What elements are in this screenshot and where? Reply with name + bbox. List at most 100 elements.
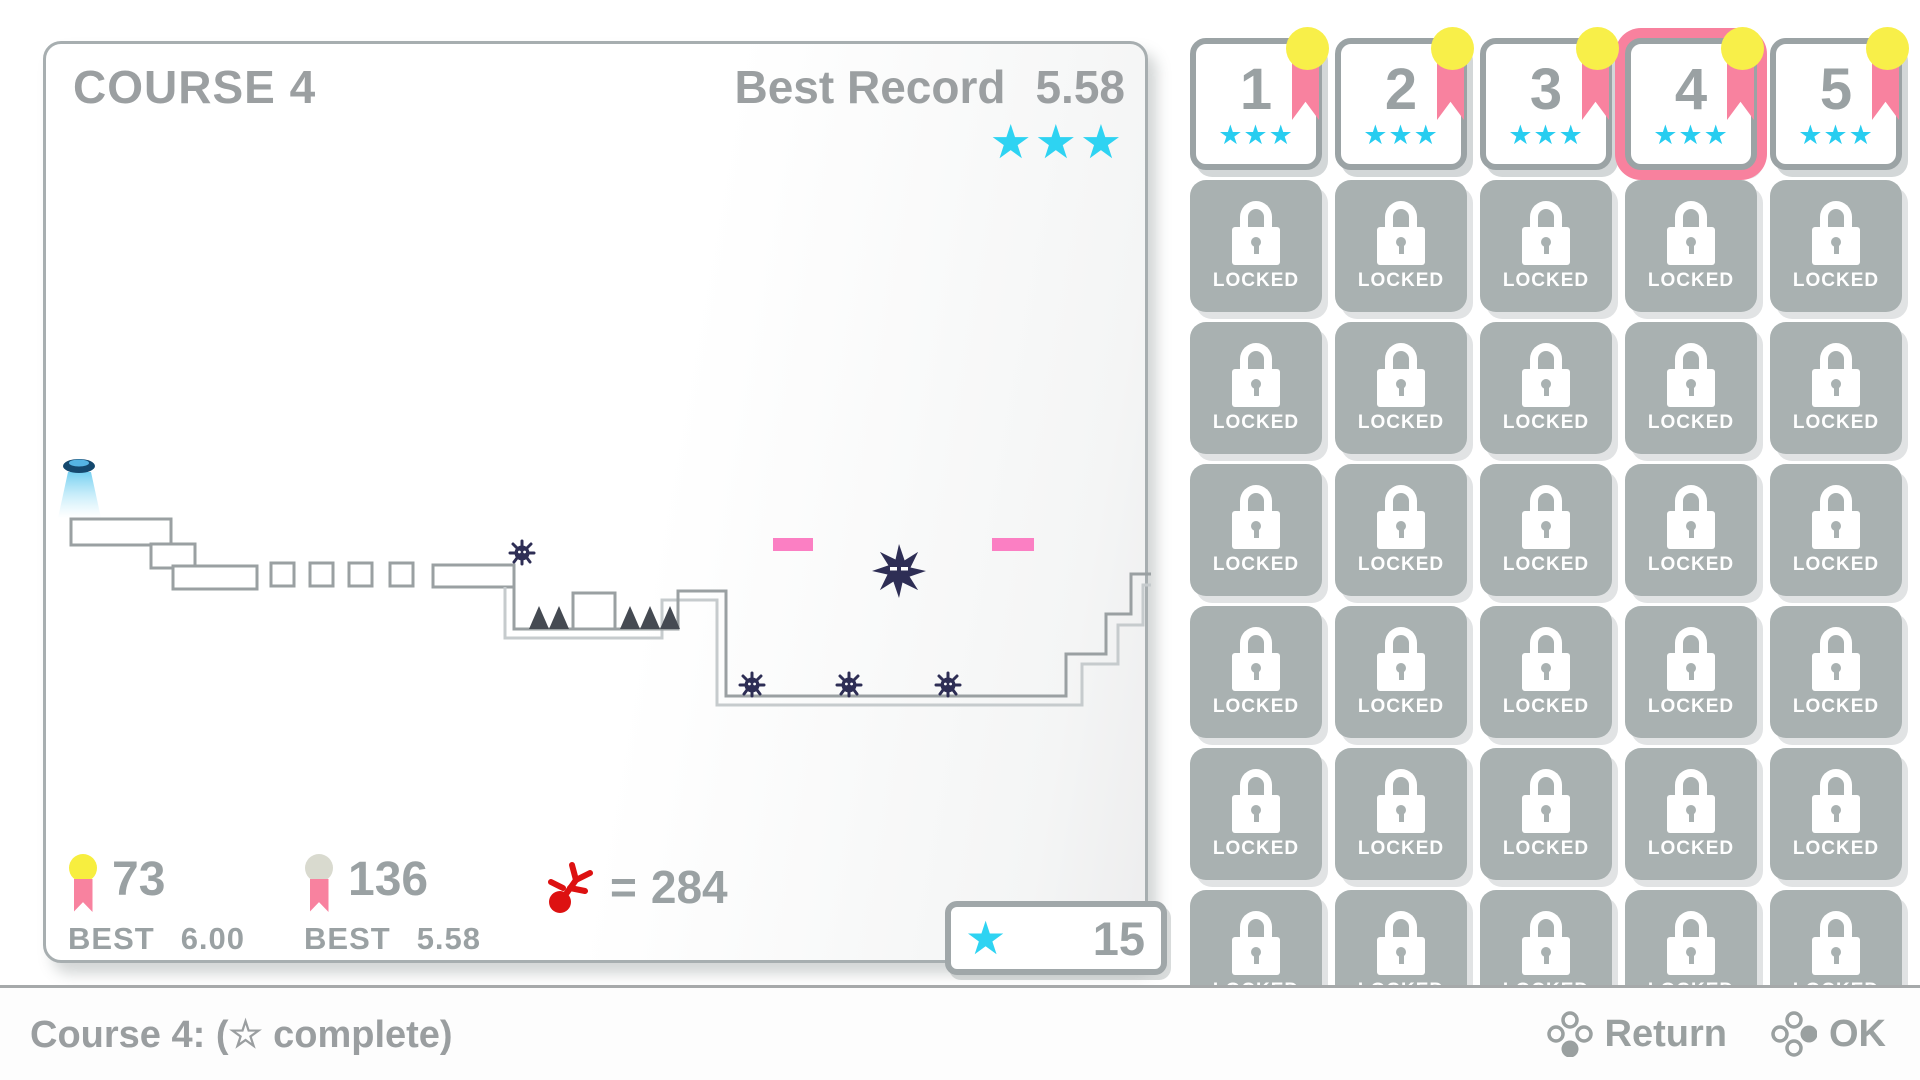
lock-icon <box>1522 342 1570 407</box>
gold-medal-badge-icon <box>1431 27 1474 70</box>
course-title: COURSE 4 <box>73 61 317 113</box>
level-number: 5 <box>1819 57 1853 123</box>
level-tile-4-selected[interactable]: 4 ★★★ <box>1625 27 1764 170</box>
locked-tile[interactable]: LOCKED <box>1335 606 1467 738</box>
locked-tile[interactable]: LOCKED <box>1625 748 1757 880</box>
lock-icon <box>1812 768 1860 833</box>
lock-icon <box>1667 200 1715 265</box>
course-preview-panel: COURSE 4 Best Record 5.58 ★★★ <box>43 41 1151 963</box>
gold-medal-badge-icon <box>1866 27 1909 70</box>
lock-icon <box>1377 626 1425 691</box>
level-number: 3 <box>1529 57 1563 123</box>
locked-label: LOCKED <box>1357 837 1445 859</box>
lock-icon <box>1667 484 1715 549</box>
locked-label: LOCKED <box>1792 695 1880 717</box>
locked-tile[interactable]: LOCKED <box>1190 464 1322 596</box>
locked-tile[interactable]: LOCKED <box>1335 464 1467 596</box>
locked-tile[interactable]: LOCKED <box>1190 180 1322 312</box>
best-record: Best Record 5.58 ★★★ <box>735 60 1126 165</box>
locked-tile[interactable]: LOCKED <box>1335 180 1467 312</box>
locked-label: LOCKED <box>1502 553 1590 575</box>
lock-icon <box>1377 200 1425 265</box>
locked-tile[interactable]: LOCKED <box>1480 464 1612 596</box>
locked-tile[interactable]: LOCKED <box>1625 180 1757 312</box>
lock-icon <box>1232 626 1280 691</box>
locked-tile[interactable]: LOCKED <box>1480 180 1612 312</box>
locked-label: LOCKED <box>1647 695 1735 717</box>
lock-icon <box>1377 484 1425 549</box>
locked-label: LOCKED <box>1502 837 1590 859</box>
locked-label: LOCKED <box>1792 411 1880 433</box>
lock-icon <box>1232 484 1280 549</box>
return-button[interactable]: Return <box>1546 1011 1727 1057</box>
locked-label: LOCKED <box>1357 553 1445 575</box>
death-count-stat: = 284 <box>546 858 728 916</box>
locked-tile[interactable]: LOCKED <box>1770 180 1902 312</box>
locked-tile[interactable]: LOCKED <box>1770 748 1902 880</box>
lock-icon <box>1812 200 1860 265</box>
record-stars: ★★★ <box>989 115 1125 168</box>
locked-tile[interactable]: LOCKED <box>1190 606 1322 738</box>
ok-button[interactable]: OK <box>1771 1011 1886 1057</box>
level-stars: ★★★ <box>1798 120 1874 151</box>
dead-player-icon <box>548 862 593 913</box>
gold-best-label: BEST <box>68 921 155 956</box>
locked-label: LOCKED <box>1502 695 1590 717</box>
return-label: Return <box>1604 1012 1727 1055</box>
level-tile-5[interactable]: 5 ★★★ <box>1770 27 1909 170</box>
locked-label: LOCKED <box>1502 411 1590 433</box>
urchin-enemy-3 <box>835 671 863 698</box>
level-stars: ★★★ <box>1363 120 1439 151</box>
locked-tile[interactable]: LOCKED <box>1625 606 1757 738</box>
locked-tile[interactable]: LOCKED <box>1335 322 1467 454</box>
star-icon: ★ <box>965 912 1007 964</box>
level-tile-1[interactable]: 1 ★★★ <box>1190 27 1329 170</box>
deaths-equals: = <box>610 861 637 913</box>
locked-label: LOCKED <box>1212 553 1300 575</box>
gold-medal-stat: 73 BEST 6.00 <box>68 854 245 957</box>
lock-icon <box>1812 626 1860 691</box>
level-stars: ★★★ <box>1218 120 1294 151</box>
locked-label: LOCKED <box>1212 695 1300 717</box>
gold-medal-badge-icon <box>1721 27 1764 70</box>
locked-tile[interactable]: LOCKED <box>1770 464 1902 596</box>
locked-tile[interactable]: LOCKED <box>1625 322 1757 454</box>
level-tile-3[interactable]: 3 ★★★ <box>1480 27 1619 170</box>
locked-tile[interactable]: LOCKED <box>1770 322 1902 454</box>
locked-label: LOCKED <box>1647 411 1735 433</box>
best-record-label: Best Record <box>734 61 1006 113</box>
locked-label: LOCKED <box>1647 553 1735 575</box>
level-stars: ★★★ <box>1508 120 1584 151</box>
course-map <box>58 459 1151 707</box>
terrain-platforms <box>69 517 516 591</box>
locked-tile[interactable]: LOCKED <box>1480 748 1612 880</box>
locked-label: LOCKED <box>1647 837 1735 859</box>
lock-icon <box>1522 910 1570 975</box>
locked-tile[interactable]: LOCKED <box>1480 606 1612 738</box>
bottom-bar: Course 4: (☆ complete) Return OK <box>0 985 1920 1080</box>
level-tile-2[interactable]: 2 ★★★ <box>1335 27 1474 170</box>
locked-label: LOCKED <box>1357 695 1445 717</box>
course-header: COURSE 4 Best Record 5.58 ★★★ <box>73 60 1125 165</box>
spawn-beacon-icon <box>58 459 101 518</box>
locked-label: LOCKED <box>1357 411 1445 433</box>
lock-icon <box>1232 910 1280 975</box>
locked-tile[interactable]: LOCKED <box>1770 606 1902 738</box>
lock-icon <box>1667 342 1715 407</box>
locked-tile[interactable]: LOCKED <box>1625 464 1757 596</box>
star-total-value: 15 <box>1092 911 1145 965</box>
lock-icon <box>1812 484 1860 549</box>
locked-tile[interactable]: LOCKED <box>1335 748 1467 880</box>
locked-tile[interactable]: LOCKED <box>1480 322 1612 454</box>
ok-label: OK <box>1829 1012 1886 1055</box>
locked-tile[interactable]: LOCKED <box>1190 322 1322 454</box>
silver-best-label: BEST <box>304 921 391 956</box>
lock-icon <box>1522 626 1570 691</box>
gold-best-time: 6.00 <box>180 921 246 956</box>
locked-tile[interactable]: LOCKED <box>1190 748 1322 880</box>
urchin-enemy-4 <box>934 671 962 698</box>
level-number: 4 <box>1674 57 1708 123</box>
locked-label: LOCKED <box>1212 269 1300 291</box>
silver-best-time: 5.58 <box>416 921 482 956</box>
urchin-enemy-1 <box>508 539 536 566</box>
